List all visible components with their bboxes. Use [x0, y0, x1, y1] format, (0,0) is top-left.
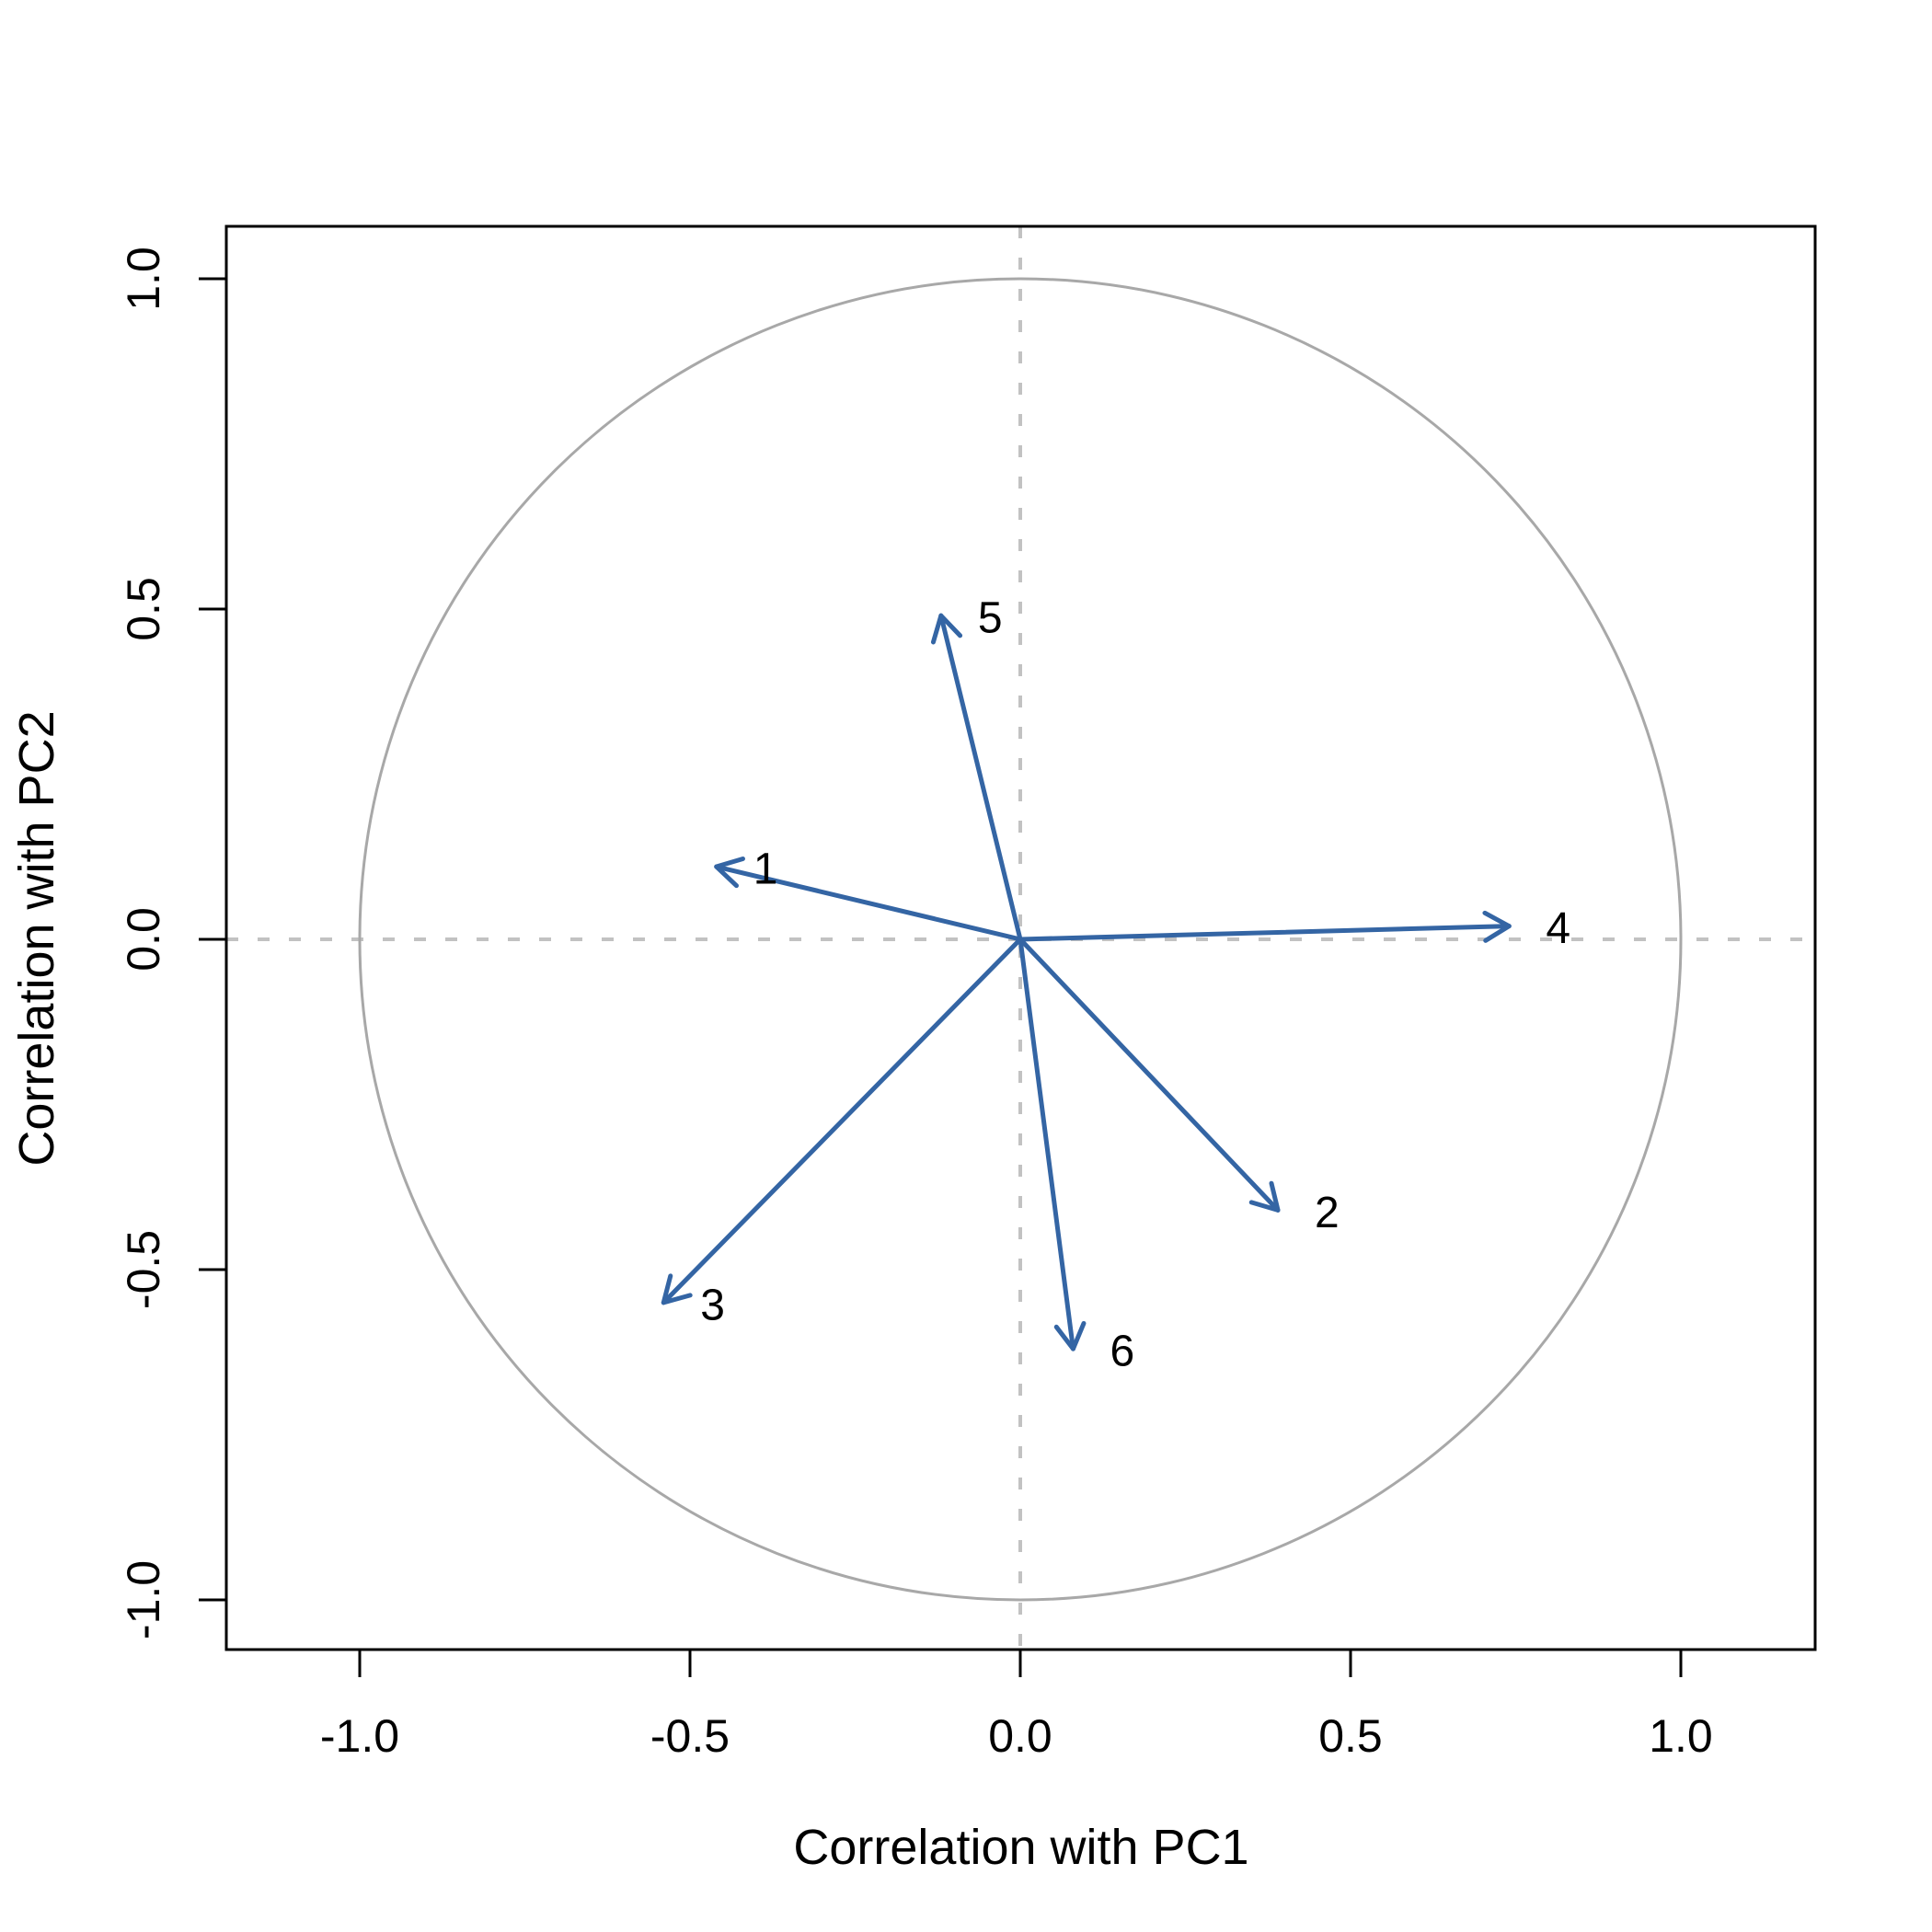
y-axis-tick-label--1.0: -1.0: [118, 1560, 169, 1639]
x-axis-tick-label--0.5: -0.5: [650, 1710, 730, 1762]
variable-label-2: 2: [1315, 1189, 1340, 1237]
plot-layers: 1 2 3 4 5 6 -1.0 -0.5 0.0 0.5 1.0 -1.0 -0.5 0.0 0.5 1.0: [118, 224, 1817, 1762]
y-axis-tick-label-1.0: 1.0: [118, 247, 169, 311]
variable-label-1: 1: [753, 845, 778, 894]
unit-circle: [358, 277, 1683, 1602]
variable-arrow-head-6: [1053, 1320, 1087, 1351]
x-axis-tick-label--1.0: -1.0: [320, 1710, 399, 1762]
variable-arrow-head-1: [714, 856, 745, 889]
variable-arrow-2: [1018, 937, 1281, 1213]
variable-arrow-1: [714, 864, 1023, 942]
variable-label-3: 3: [700, 1281, 725, 1329]
x-axis-tick-label-0.5: 0.5: [1318, 1710, 1383, 1762]
variable-arrow-3: [661, 937, 1023, 1305]
y-axis-tick-label-0.0: 0.0: [118, 907, 169, 972]
variable-arrow-head-4: [1482, 910, 1512, 943]
variable-arrow-head-2: [1248, 1180, 1281, 1213]
x-axis-title: Correlation with PC1: [793, 1820, 1248, 1875]
variable-arrow-6: [1018, 937, 1075, 1351]
variable-arrow-4: [1018, 924, 1512, 942]
x-axis-tick-label-1.0: 1.0: [1649, 1710, 1713, 1762]
variable-label-6: 6: [1110, 1328, 1134, 1376]
y-axis-tick-label-0.5: 0.5: [118, 577, 169, 641]
y-axis-title: Correlation with PC2: [9, 710, 64, 1166]
variable-arrow-head-3: [661, 1273, 693, 1305]
variable-label-4: 4: [1546, 904, 1570, 953]
variable-arrow-5: [938, 613, 1023, 942]
variable-arrow-head-5: [930, 613, 963, 645]
y-axis-tick-label--0.5: -0.5: [118, 1230, 169, 1309]
variable-label-5: 5: [978, 594, 1003, 643]
x-axis-tick-label-0.0: 0.0: [988, 1710, 1052, 1762]
